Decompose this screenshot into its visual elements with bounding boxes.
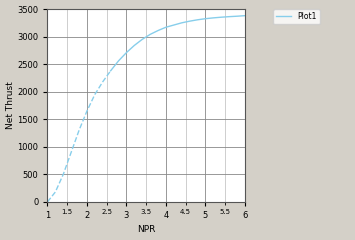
Legend: Plot1: Plot1 bbox=[273, 9, 320, 24]
Plot1 bbox=[227, 15, 231, 18]
Plot1 bbox=[211, 16, 215, 19]
Plot1 bbox=[124, 51, 129, 54]
X-axis label: NPR: NPR bbox=[137, 225, 155, 234]
Plot1 bbox=[148, 33, 152, 36]
Plot1 bbox=[235, 15, 239, 18]
Line: Plot1: Plot1 bbox=[111, 16, 245, 71]
Plot1 bbox=[109, 69, 113, 72]
Plot1 bbox=[164, 26, 168, 29]
Plot1 bbox=[140, 38, 144, 41]
Plot1 bbox=[195, 18, 200, 21]
Plot1 bbox=[172, 24, 176, 26]
Plot1 bbox=[132, 44, 136, 47]
Plot1 bbox=[243, 14, 247, 17]
Plot1 bbox=[187, 20, 192, 23]
Plot1 bbox=[203, 17, 208, 20]
Plot1 bbox=[116, 59, 121, 62]
Y-axis label: Net Thrust: Net Thrust bbox=[6, 82, 15, 129]
Plot1 bbox=[219, 16, 223, 19]
Plot1 bbox=[180, 21, 184, 24]
Plot1 bbox=[156, 29, 160, 32]
